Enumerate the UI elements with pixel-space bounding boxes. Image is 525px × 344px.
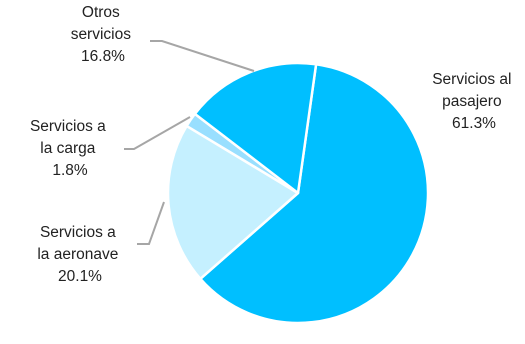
leader-lines — [124, 40, 255, 245]
pie-slices — [166, 61, 430, 325]
slice-servicios-al-pasajero — [199, 63, 430, 325]
slice-servicios-a-la-aeronave — [166, 124, 300, 281]
leader-servicios-a-la-carga — [124, 116, 191, 150]
label-servicios-a-la-aeronave: Servicios a la aeronave 20.1% — [37, 224, 122, 285]
label-servicios-al-pasajero: Servicios al pasajero 61.3% — [432, 71, 516, 132]
label-servicios-a-la-carga: Servicios a la carga 1.8% — [30, 118, 110, 179]
label-otros-servicios: Otros servicios 16.8% — [71, 4, 136, 65]
slice-otros-servicios — [193, 61, 318, 195]
leader-servicios-a-la-aeronave — [137, 201, 165, 245]
leader-otros-servicios — [150, 40, 255, 72]
